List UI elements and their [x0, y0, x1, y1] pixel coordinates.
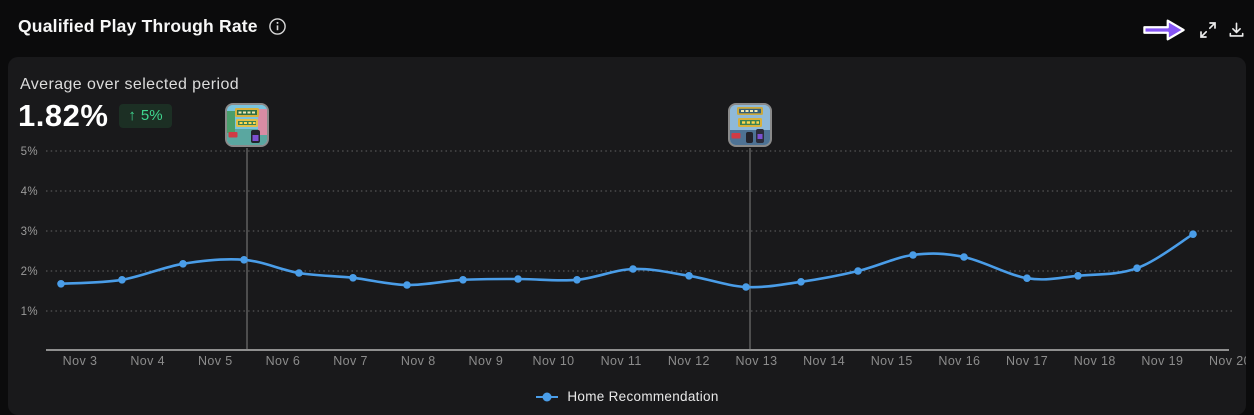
- x-tick-label: Nov 20: [1209, 354, 1246, 368]
- y-tick-label: 3%: [21, 226, 38, 238]
- annotation-thumbnail[interactable]: [225, 103, 269, 147]
- y-tick-label: 5%: [21, 146, 38, 158]
- data-point[interactable]: [742, 283, 750, 291]
- x-tick-label: Nov 6: [266, 354, 301, 368]
- data-point[interactable]: [118, 276, 126, 284]
- annotation-arrow-icon: [1143, 19, 1185, 41]
- download-button[interactable]: [1227, 20, 1246, 40]
- expand-icon: [1200, 22, 1216, 38]
- header-actions: [1139, 16, 1246, 44]
- data-point[interactable]: [1074, 272, 1082, 280]
- x-tick-label: Nov 3: [63, 354, 98, 368]
- x-tick-label: Nov 19: [1141, 354, 1183, 368]
- x-tick-label: Nov 11: [601, 354, 642, 368]
- game-thumbnail-image: [730, 105, 770, 145]
- x-tick-label: Nov 15: [871, 354, 913, 368]
- x-tick-label: Nov 4: [130, 354, 165, 368]
- game-thumbnail-image: [227, 105, 267, 145]
- data-point[interactable]: [459, 276, 467, 284]
- annotation-thumbnail[interactable]: [728, 103, 772, 147]
- data-point[interactable]: [57, 280, 65, 288]
- data-point[interactable]: [295, 269, 303, 277]
- expand-button[interactable]: [1198, 20, 1218, 40]
- legend-dot: [542, 392, 552, 401]
- x-tick-label: Nov 10: [533, 354, 575, 368]
- x-tick-label: Nov 8: [401, 354, 436, 368]
- data-point[interactable]: [349, 274, 357, 282]
- x-tick-label: Nov 17: [1006, 354, 1048, 368]
- data-point[interactable]: [1133, 264, 1141, 272]
- data-point[interactable]: [1189, 230, 1197, 238]
- data-point[interactable]: [797, 278, 805, 286]
- data-point[interactable]: [854, 267, 862, 275]
- data-point[interactable]: [685, 272, 693, 280]
- x-tick-label: Nov 5: [198, 354, 233, 368]
- stat-value: 1.82%: [18, 98, 109, 133]
- data-point[interactable]: [1023, 274, 1031, 282]
- x-tick-label: Nov 14: [803, 354, 845, 368]
- data-point[interactable]: [179, 260, 187, 268]
- page-title: Qualified Play Through Rate: [18, 16, 258, 36]
- data-point[interactable]: [240, 256, 248, 264]
- x-tick-label: Nov 7: [333, 354, 368, 368]
- stat-row: 1.82% ↑ 5%: [18, 98, 172, 134]
- series-line: [59, 232, 1195, 289]
- data-point[interactable]: [573, 276, 581, 284]
- chart-panel: Average over selected period 1.82% ↑ 5% …: [8, 57, 1246, 415]
- legend-marker-icon: [536, 392, 559, 401]
- x-tick-label: Nov 18: [1074, 354, 1116, 368]
- line-chart[interactable]: 1% 2% 3% 4% 5% Nov 3 Nov 4 Nov 5 Nov 6 Nov 7 Nov 8…: [8, 145, 1246, 370]
- data-point[interactable]: [960, 253, 968, 261]
- x-tick-label: Nov 9: [469, 354, 504, 368]
- delta-value: 5%: [140, 107, 163, 124]
- download-icon: [1229, 22, 1244, 37]
- x-tick-label: Nov 13: [735, 354, 777, 368]
- stat-label: Average over selected period: [20, 76, 240, 93]
- legend-label: Home Recommendation: [567, 389, 719, 404]
- info-icon-glyph: [268, 18, 286, 35]
- y-tick-label: 2%: [21, 266, 38, 278]
- data-point[interactable]: [403, 281, 411, 289]
- data-point[interactable]: [514, 275, 522, 283]
- x-tick-label: Nov 16: [938, 354, 980, 368]
- data-point[interactable]: [629, 265, 637, 273]
- header: Qualified Play Through Rate: [18, 16, 287, 37]
- legend[interactable]: Home Recommendation: [8, 389, 1246, 404]
- delta-badge: ↑ 5%: [119, 104, 172, 128]
- y-tick-label: 1%: [21, 306, 38, 318]
- y-tick-label: 4%: [21, 186, 38, 198]
- x-tick-label: Nov 12: [668, 354, 710, 368]
- info-icon[interactable]: [268, 17, 287, 36]
- up-arrow-icon: ↑: [128, 107, 136, 124]
- data-point[interactable]: [909, 251, 917, 259]
